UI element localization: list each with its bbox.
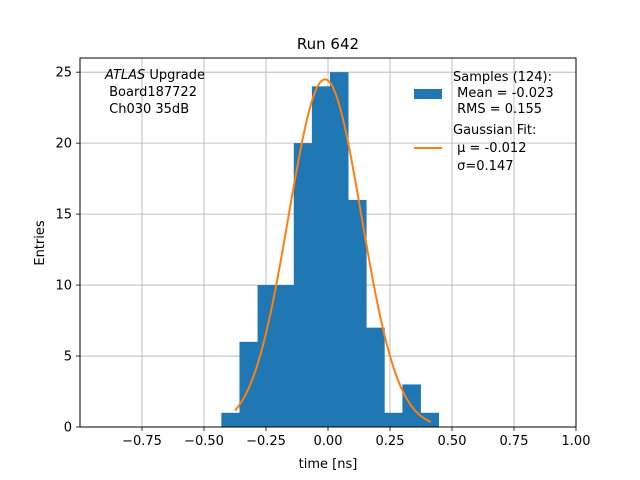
- histogram-bar: [221, 412, 240, 427]
- legend-fit-line-2: μ = -0.012: [453, 141, 526, 156]
- y-tick-label: 25: [55, 66, 72, 81]
- chart-title: Run 642: [297, 35, 359, 53]
- legend-swatch-samples: [414, 89, 442, 99]
- x-tick-label: 0.50: [438, 434, 467, 449]
- histogram-bar: [329, 72, 349, 427]
- x-tick-label: 0.75: [500, 434, 529, 449]
- y-tick-label: 10: [55, 279, 72, 294]
- x-tick-label: −0.25: [246, 434, 286, 449]
- x-tick-label: −0.75: [122, 434, 162, 449]
- detector-annotation: ATLAS Upgrade Board187722 Ch030 35dB: [104, 68, 205, 117]
- y-axis-title: Entries: [33, 220, 48, 266]
- x-tick-label: 1.00: [562, 434, 591, 449]
- legend-samples-line-1: Samples (124):: [453, 70, 552, 85]
- legend-samples-line-2: Mean = -0.023: [453, 86, 554, 101]
- legend-samples-line-3: RMS = 0.155: [453, 102, 542, 117]
- annotation-line-1: ATLAS Upgrade: [104, 68, 205, 83]
- histogram-bar: [239, 341, 258, 427]
- y-tick-label: 0: [64, 421, 72, 436]
- y-tick-label: 5: [64, 350, 72, 365]
- legend-fit-line-1: Gaussian Fit:: [453, 123, 536, 138]
- annotation-line-2: Board187722: [105, 85, 197, 100]
- legend: Samples (124): Mean = -0.023 RMS = 0.155…: [414, 70, 554, 174]
- histogram-bar: [275, 285, 295, 427]
- histogram-bar: [384, 412, 403, 427]
- gaussian-fit-layer: [234, 78, 432, 423]
- x-axis-title: time [ns]: [299, 457, 358, 472]
- histogram-bar: [293, 143, 313, 427]
- histogram-bars: [221, 72, 440, 427]
- x-tick-label: −0.50: [184, 434, 224, 449]
- histogram-bar: [366, 327, 385, 427]
- y-tick-label: 20: [55, 137, 72, 152]
- histogram-bar: [420, 412, 440, 427]
- gaussian-fit-curve: [234, 78, 432, 423]
- y-tick-label: 15: [55, 208, 72, 223]
- x-tick-label: 0.25: [376, 434, 405, 449]
- annotation-line-3: Ch030 35dB: [105, 102, 189, 117]
- legend-fit-line-3: σ=0.147: [453, 159, 513, 174]
- histogram-bar: [257, 285, 277, 427]
- x-tick-label: 0.00: [314, 434, 343, 449]
- histogram-bar: [348, 199, 367, 427]
- histogram-bar: [311, 86, 331, 427]
- x-axis-ticks: −0.75 −0.50 −0.25 0.00 0.25 0.50 0.75 1.00: [122, 427, 590, 449]
- y-axis-ticks: 0 5 10 15 20 25: [55, 66, 80, 436]
